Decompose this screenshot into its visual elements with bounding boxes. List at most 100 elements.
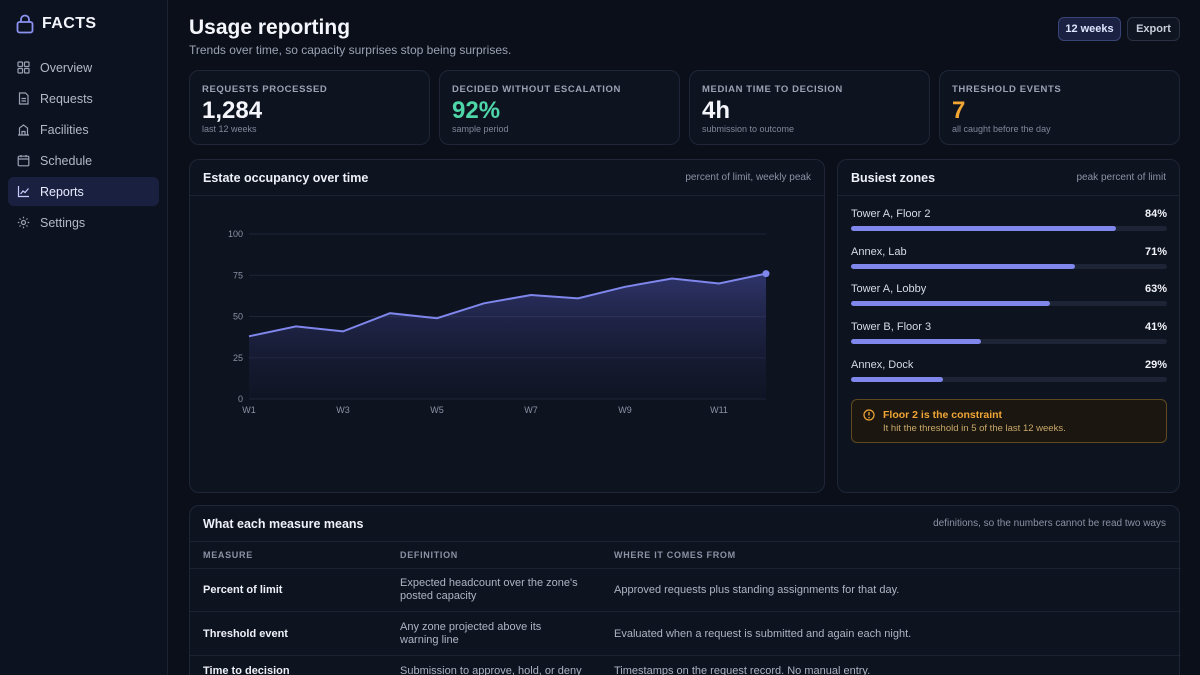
- card-header: Busiest zones peak percent of limit: [838, 160, 1179, 196]
- range-12-weeks-button[interactable]: 12 weeks: [1058, 17, 1121, 41]
- kpi-note: submission to outcome: [702, 124, 795, 134]
- kpi-requests-processed: Requests processed 1,284 last 12 weeks: [189, 70, 430, 145]
- definition-cell: Expected headcount over the zone's poste…: [400, 577, 578, 602]
- kpi-note: last 12 weeks: [202, 124, 257, 134]
- kpi-median-time-to-decision: Median time to decision 4h submission to…: [689, 70, 930, 145]
- column-header-measure: Measure: [203, 550, 253, 560]
- sidebar-item-requests[interactable]: Requests: [8, 84, 159, 113]
- page-title: Usage reporting: [189, 16, 351, 39]
- kpi-label: Median time to decision: [702, 84, 843, 95]
- x-tick-label: W7: [524, 405, 538, 415]
- zone-name: Tower A, Floor 2: [851, 208, 931, 220]
- chart-title: Estate occupancy over time: [203, 171, 369, 185]
- zone-name: Tower B, Floor 3: [851, 321, 932, 333]
- card-header: Estate occupancy over time percent of li…: [190, 160, 824, 196]
- zone-percent: 29%: [1144, 359, 1167, 371]
- zone-percent: 84%: [1144, 208, 1167, 220]
- x-tick-label: W11: [710, 405, 728, 415]
- definitions-card: What each measure means definitions, so …: [189, 505, 1181, 675]
- sidebar-item-facilities[interactable]: Facilities: [8, 115, 159, 144]
- zones-hint: peak percent of limit: [1076, 172, 1167, 183]
- sidebar-item-label: Facilities: [40, 122, 89, 137]
- sidebar-item-settings[interactable]: Settings: [8, 208, 159, 237]
- kpi-note: all caught before the day: [952, 124, 1051, 134]
- measure-cell: Percent of limit: [203, 584, 283, 596]
- building-icon: [18, 124, 29, 136]
- kpi-value: 4h: [702, 97, 731, 124]
- kpi-value: 92%: [452, 97, 501, 124]
- zone-row: Tower A, Floor 2 84%: [851, 208, 1167, 238]
- chart-hint: percent of limit, weekly peak: [685, 172, 811, 183]
- document-icon: [18, 92, 29, 105]
- occupancy-chart-card: Estate occupancy over time percent of li…: [189, 159, 825, 493]
- y-tick-label: 75: [233, 270, 243, 280]
- source-cell: Approved requests plus standing assignme…: [614, 584, 900, 596]
- zone-row: Annex, Lab 71%: [851, 246, 1167, 276]
- definitions-hint: definitions, so the numbers cannot be re…: [933, 518, 1166, 529]
- zone-bar-fill: [851, 377, 943, 382]
- zone-bar-fill: [851, 226, 1117, 231]
- sidebar-item-reports[interactable]: Reports: [8, 177, 159, 206]
- calendar-icon: [17, 155, 30, 167]
- warning-circle-icon: [863, 409, 875, 421]
- busiest-zones-card: Busiest zones peak percent of limit Towe…: [837, 159, 1180, 493]
- sidebar-item-label: Overview: [40, 60, 93, 75]
- alert-title: Floor 2 is the constraint: [883, 409, 1003, 421]
- column-header-definition: Definition: [400, 550, 458, 560]
- occupancy-chart: 0 25 50 75 100 W1 W3 W5 W7 W9 W11: [228, 229, 770, 415]
- sidebar-item-label: Reports: [40, 184, 84, 199]
- zone-row: Tower A, Lobby 63%: [851, 283, 1167, 313]
- zone-name: Annex, Lab: [851, 246, 907, 258]
- grid-icon: [17, 61, 30, 74]
- app-name: FACTS: [42, 15, 97, 32]
- occupancy-series-line: [248, 272, 767, 338]
- y-tick-label: 0: [238, 394, 243, 404]
- sidebar-item-schedule[interactable]: Schedule: [8, 146, 159, 175]
- zone-bar-track: [851, 339, 1167, 344]
- zone-bar-track: [851, 226, 1167, 231]
- definitions-title: What each measure means: [203, 517, 364, 531]
- kpi-note: sample period: [452, 124, 509, 134]
- zone-bar-fill: [851, 264, 1076, 269]
- sidebar: FACTS Overview Requests Facilities: [0, 0, 168, 675]
- zone-row: Tower B, Floor 3 41%: [851, 321, 1167, 351]
- brand[interactable]: FACTS: [16, 14, 96, 34]
- kpi-label: Requests processed: [202, 84, 328, 95]
- card-header: What each measure means definitions, so …: [190, 506, 1179, 542]
- source-cell: Evaluated when a request is submitted an…: [614, 628, 912, 640]
- zone-name: Annex, Dock: [851, 359, 914, 371]
- page-subtitle: Trends over time, so capacity surprises …: [189, 43, 512, 57]
- kpi-value: 7: [952, 97, 966, 124]
- data-point: [762, 270, 770, 278]
- zone-bar-track: [851, 264, 1167, 269]
- measure-cell: Time to decision: [203, 665, 290, 675]
- alert-text: It hit the threshold in 5 of the last 12…: [883, 423, 1066, 434]
- kpi-label: Decided without escalation: [452, 84, 622, 95]
- zone-percent: 63%: [1144, 283, 1167, 295]
- sidebar-item-label: Requests: [40, 91, 93, 106]
- source-cell: Timestamps on the request record. No man…: [614, 665, 871, 675]
- export-button[interactable]: Export: [1127, 17, 1180, 41]
- constraint-alert: Floor 2 is the constraint It hit the thr…: [851, 399, 1167, 443]
- zone-bar-track: [851, 301, 1167, 306]
- gear-icon: [17, 216, 30, 229]
- x-tick-label: W1: [242, 405, 256, 415]
- x-tick-label: W9: [618, 405, 632, 415]
- zone-percent: 71%: [1144, 246, 1167, 258]
- zone-bar-fill: [851, 339, 981, 344]
- sidebar-item-overview[interactable]: Overview: [8, 53, 159, 82]
- sidebar-item-label: Settings: [40, 215, 86, 230]
- row-divider: [190, 611, 1181, 612]
- definition-cell: Any zone projected above its warning lin…: [400, 621, 542, 646]
- zone-bar-fill: [851, 301, 1051, 306]
- x-tick-label: W3: [336, 405, 350, 415]
- sidebar-item-label: Schedule: [40, 153, 93, 168]
- kpi-value: 1,284: [202, 97, 263, 124]
- occupancy-area: [249, 273, 766, 399]
- zone-row: Annex, Dock 29%: [851, 359, 1167, 389]
- y-tick-label: 100: [228, 229, 243, 239]
- definition-cell: Submission to approve, hold, or deny: [400, 665, 582, 675]
- lock-logo-icon: [16, 14, 34, 34]
- zone-name: Tower A, Lobby: [851, 283, 927, 295]
- y-tick-label: 25: [233, 353, 243, 363]
